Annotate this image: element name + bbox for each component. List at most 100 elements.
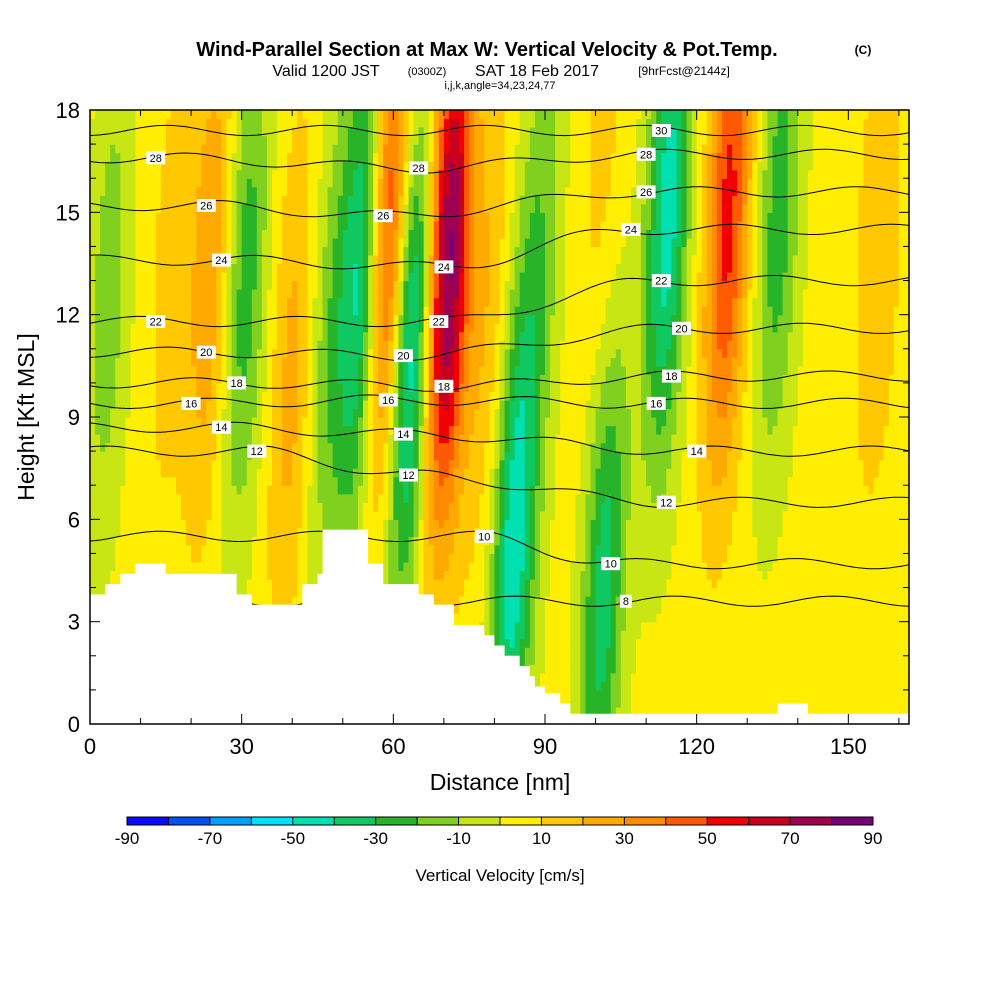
velocity-cell [115,374,121,384]
velocity-cell [135,178,142,188]
velocity-cell [231,391,238,401]
velocity-cell [90,144,96,154]
velocity-cell [175,417,182,427]
velocity-cell [272,186,278,196]
velocity-cell [282,272,288,282]
velocity-cell [170,425,177,435]
velocity-cell [160,110,167,120]
velocity-cell [418,425,425,435]
velocity-cell [292,519,298,529]
velocity-cell [317,561,324,572]
velocity-cell [337,314,344,324]
velocity-cell [130,553,137,563]
velocity-cell [423,502,430,512]
velocity-cell [251,468,258,478]
velocity-cell [170,476,177,486]
velocity-cell [403,485,410,495]
velocity-cell [388,135,394,145]
velocity-cell [120,519,126,529]
velocity-cell [160,468,167,478]
velocity-cell [186,161,192,171]
velocity-cell [191,246,197,256]
velocity-cell [272,272,278,282]
velocity-cell [236,459,243,469]
velocity-cell [181,434,187,444]
velocity-cell [383,561,389,572]
velocity-cell [145,544,152,555]
velocity-cell [363,280,369,290]
velocity-cell [125,144,132,154]
velocity-cell [170,306,177,316]
velocity-cell [363,408,369,418]
velocity-cell [363,442,369,452]
velocity-cell [155,254,162,265]
velocity-cell [317,399,324,410]
velocity-cell [170,391,177,401]
velocity-cell [100,306,106,316]
velocity-cell [266,127,273,137]
velocity-cell [155,468,162,478]
velocity-cell [312,110,319,120]
velocity-cell [347,408,354,418]
velocity-cell [90,417,96,427]
velocity-cell [196,186,202,196]
velocity-cell [292,237,298,248]
velocity-cell [140,254,147,265]
velocity-cell [307,382,314,393]
velocity-cell [135,314,142,324]
velocity-cell [110,374,116,384]
velocity-cell [95,323,101,333]
velocity-cell [388,459,394,469]
velocity-cell [100,229,106,239]
velocity-cell [327,382,334,393]
velocity-cell [322,135,329,145]
velocity-cell [433,195,440,205]
velocity-cell [201,297,207,307]
velocity-cell [125,314,132,324]
velocity-cell [282,229,288,239]
velocity-cell [150,195,157,205]
velocity-cell [266,357,273,367]
velocity-cell [266,323,273,333]
velocity-cell [256,357,263,367]
velocity-cell [130,536,137,546]
velocity-cell [231,553,238,563]
velocity-cell [120,561,126,572]
velocity-cell [100,451,106,461]
velocity-cell [241,246,248,256]
velocity-cell [317,357,324,367]
velocity-cell [95,203,101,213]
velocity-cell [125,246,132,256]
velocity-cell [110,323,116,333]
velocity-cell [145,442,152,452]
velocity-cell [175,161,182,171]
velocity-cell [317,195,324,205]
velocity-cell [266,536,273,546]
velocity-cell [130,169,137,179]
velocity-cell [130,186,137,196]
velocity-cell [347,519,354,529]
velocity-cell [120,527,126,537]
velocity-cell [261,178,268,188]
velocity-cell [130,417,137,427]
velocity-cell [221,289,228,299]
velocity-cell [246,570,253,580]
velocity-cell [342,280,349,290]
velocity-cell [272,220,278,230]
velocity-cell [302,195,308,205]
velocity-cell [322,306,329,316]
velocity-cell [145,297,152,307]
velocity-cell [155,246,162,256]
velocity-cell [388,570,394,580]
velocity-cell [181,331,187,341]
velocity-cell [408,246,415,256]
velocity-cell [307,536,314,546]
velocity-cell [236,169,243,179]
velocity-cell [312,186,319,196]
velocity-cell [423,203,430,213]
velocity-cell [292,348,298,358]
velocity-cell [186,314,192,324]
velocity-cell [100,544,106,555]
velocity-cell [236,510,243,520]
velocity-cell [393,570,399,580]
